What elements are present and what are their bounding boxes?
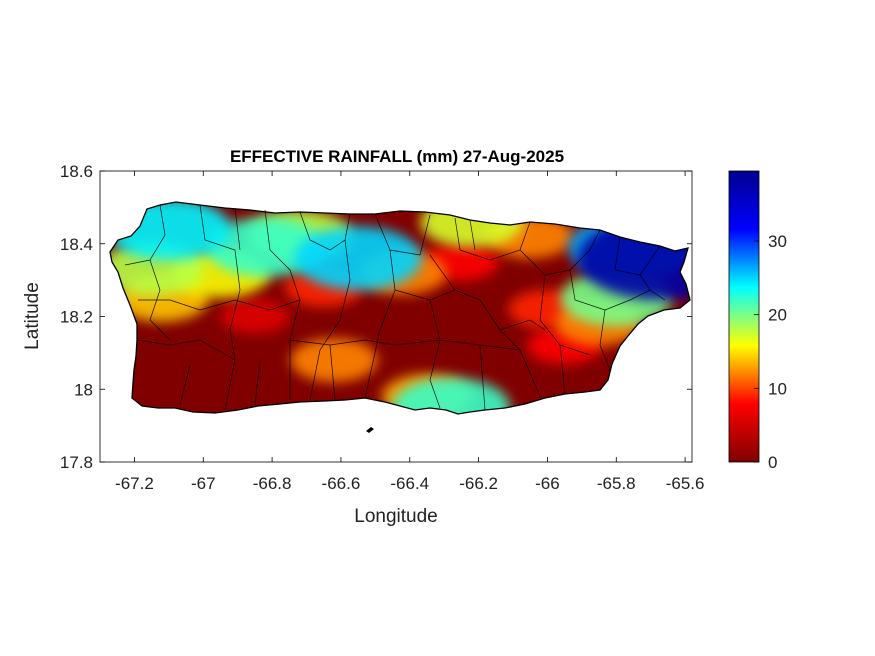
rainfall-patch bbox=[290, 338, 378, 382]
x-tick-label: -65.6 bbox=[666, 474, 705, 493]
colorbar-tick-label: 10 bbox=[768, 379, 787, 398]
y-tick-label: 18.6 bbox=[60, 162, 93, 181]
municipal-boundary bbox=[599, 309, 611, 371]
municipal-boundary bbox=[499, 319, 546, 331]
municipal-boundary bbox=[124, 259, 151, 266]
municipal-boundary bbox=[539, 274, 591, 356]
colorbar-tick-label: 20 bbox=[768, 306, 787, 325]
municipal-boundary bbox=[639, 274, 651, 291]
x-tick-label: -66.4 bbox=[390, 474, 429, 493]
municipal-boundary bbox=[299, 211, 351, 251]
x-tick-label: -66 bbox=[535, 474, 560, 493]
y-axis-label: Latitude bbox=[22, 282, 43, 350]
municipal-boundaries bbox=[124, 204, 666, 411]
y-tick-label: 18.4 bbox=[60, 235, 93, 254]
municipal-boundary bbox=[429, 254, 541, 397]
colorbar-ticks: 0 10 20 30 bbox=[754, 232, 787, 472]
y-tick-label: 18.2 bbox=[60, 308, 93, 327]
municipal-boundary bbox=[429, 299, 441, 409]
municipal-boundary bbox=[614, 236, 661, 276]
x-tick-label: -66.2 bbox=[459, 474, 498, 493]
x-tick-label: -67 bbox=[191, 474, 216, 493]
x-axis: -67.2 -67 -66.8 -66.6 -66.4 -66.2 -66 -65.8 -65.… bbox=[115, 171, 704, 493]
municipal-boundary bbox=[454, 217, 531, 261]
municipal-boundary bbox=[374, 213, 431, 256]
municipal-boundary bbox=[149, 204, 171, 341]
municipal-boundary bbox=[364, 249, 396, 399]
municipal-boundary bbox=[329, 344, 336, 401]
x-axis-label: Longitude bbox=[354, 506, 437, 527]
municipal-boundary bbox=[234, 207, 241, 251]
municipal-boundary bbox=[264, 209, 301, 400]
y-tick-label: 17.8 bbox=[60, 453, 93, 472]
municipal-boundary bbox=[469, 219, 476, 251]
colorbar-tick-label: 0 bbox=[768, 453, 777, 472]
x-tick-label: -66.6 bbox=[322, 474, 361, 493]
municipal-boundary bbox=[179, 364, 191, 406]
map-title: EFFECTIVE RAINFALL (mm) 27-Aug-2025 bbox=[230, 147, 564, 166]
municipal-boundary bbox=[138, 299, 301, 311]
y-axis: 18.6 18.4 18.2 18 17.8 bbox=[60, 162, 692, 472]
municipal-boundary bbox=[569, 269, 666, 311]
municipal-boundary bbox=[136, 339, 236, 361]
x-tick-label: -67.2 bbox=[115, 474, 154, 493]
rainfall-patch bbox=[220, 299, 290, 334]
x-tick-label: -66.8 bbox=[253, 474, 292, 493]
rainfall-patch bbox=[206, 217, 325, 277]
caja-de-muertos-island bbox=[366, 427, 374, 433]
municipal-boundary bbox=[479, 344, 486, 411]
municipal-boundary bbox=[559, 344, 566, 395]
municipal-boundary bbox=[254, 359, 261, 406]
rainfall-patch bbox=[294, 226, 422, 291]
municipal-boundary bbox=[309, 239, 351, 401]
y-tick-label: 18 bbox=[74, 380, 93, 399]
colorbar bbox=[728, 170, 760, 463]
rainfall-patch bbox=[391, 377, 511, 414]
colorbar-tick-label: 30 bbox=[768, 232, 787, 251]
x-tick-label: -65.8 bbox=[597, 474, 636, 493]
